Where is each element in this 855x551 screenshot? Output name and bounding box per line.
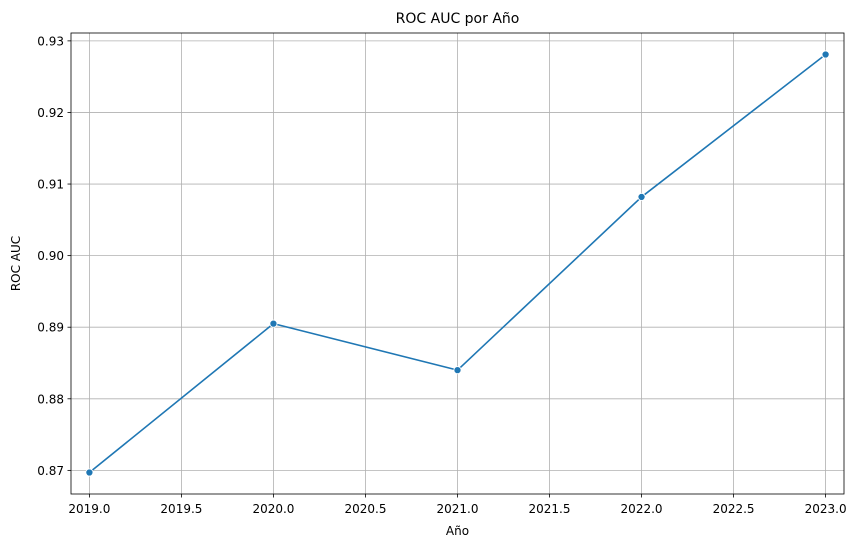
- data-point: [85, 468, 94, 477]
- data-point: [453, 366, 462, 375]
- x-tick-label: 2022.5: [713, 502, 755, 516]
- x-tick-label: 2019.5: [160, 502, 202, 516]
- series-layer: [85, 50, 830, 477]
- data-point: [269, 319, 278, 328]
- x-axis-label: Año: [446, 524, 469, 538]
- y-tick-label: 0.91: [37, 178, 64, 192]
- y-tick-label: 0.90: [37, 249, 64, 263]
- x-tick-label: 2021.0: [437, 502, 479, 516]
- x-tick-label: 2023.0: [805, 502, 847, 516]
- y-tick-label: 0.93: [37, 34, 64, 48]
- y-axis-ticks: 0.87 0.88 0.89 0.90 0.91 0.92 0.93: [37, 34, 71, 478]
- x-axis-ticks: 2019.0 2019.5 2020.0 2020.5 2021.0 2021.5 2022…: [68, 494, 847, 516]
- chart-title: ROC AUC por Año: [396, 11, 520, 27]
- x-tick-label: 2021.5: [529, 502, 571, 516]
- data-point: [821, 50, 830, 59]
- y-tick-label: 0.87: [37, 464, 64, 478]
- x-tick-label: 2019.0: [68, 502, 110, 516]
- y-tick-label: 0.88: [37, 392, 64, 406]
- x-tick-label: 2020.0: [252, 502, 294, 516]
- y-axis-label: ROC AUC: [9, 236, 23, 291]
- y-tick-label: 0.89: [37, 321, 64, 335]
- x-tick-label: 2020.5: [344, 502, 386, 516]
- data-point: [637, 192, 646, 201]
- grid-lines: [71, 33, 844, 494]
- x-tick-label: 2022.0: [621, 502, 663, 516]
- y-tick-label: 0.92: [37, 106, 64, 120]
